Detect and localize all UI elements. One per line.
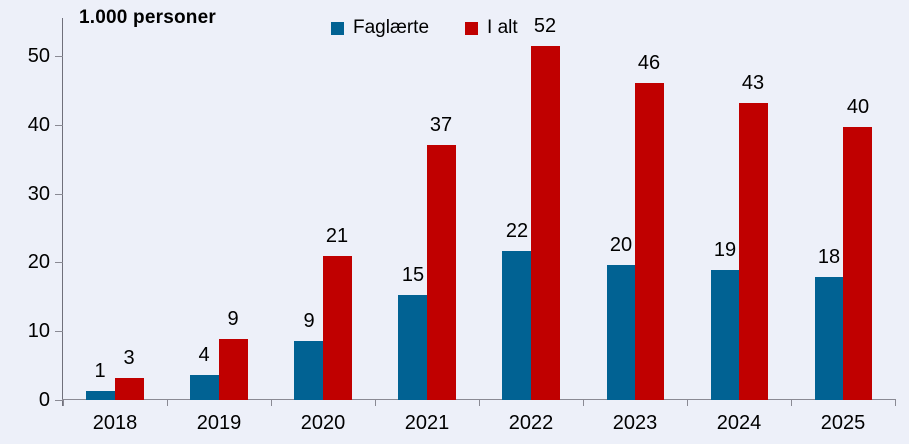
x-tick-0 xyxy=(63,400,64,406)
y-tick-20 xyxy=(55,262,63,263)
bar-label-ialt-2023: 46 xyxy=(637,52,661,74)
bar-faglaerte-2025 xyxy=(815,277,844,400)
x-tick-4 xyxy=(479,400,480,406)
x-tick-5 xyxy=(583,400,584,406)
x-label-2024: 2024 xyxy=(716,412,762,434)
legend-swatch-ialt-icon xyxy=(465,21,479,35)
x-tick-2 xyxy=(271,400,272,406)
x-label-2018: 2018 xyxy=(92,412,138,434)
chart-title: 1.000 personer xyxy=(79,7,216,28)
bar-label-faglaerte-2025: 18 xyxy=(817,246,841,268)
legend: Faglærte I alt xyxy=(331,17,518,39)
bar-faglaerte-2020 xyxy=(294,341,323,400)
bar-label-ialt-2025: 40 xyxy=(846,96,870,118)
legend-label-faglaerte: Faglærte xyxy=(353,17,430,38)
x-tick-8 xyxy=(895,400,896,406)
x-label-2022: 2022 xyxy=(508,412,554,434)
bar-label-ialt-2018: 3 xyxy=(123,347,135,369)
bar-label-faglaerte-2022: 22 xyxy=(505,220,529,242)
bar-label-faglaerte-2020: 9 xyxy=(303,310,315,332)
bar-label-faglaerte-2024: 19 xyxy=(713,239,737,261)
bar-label-faglaerte-2019: 4 xyxy=(198,344,210,366)
x-label-2020: 2020 xyxy=(300,412,346,434)
x-tick-3 xyxy=(375,400,376,406)
bar-faglaerte-2021 xyxy=(398,295,427,400)
y-tick-30 xyxy=(55,194,63,195)
bar-faglaerte-2022 xyxy=(502,251,531,400)
bar-ialt-2022 xyxy=(531,46,560,400)
bar-label-ialt-2019: 9 xyxy=(227,308,239,330)
y-axis xyxy=(62,18,63,406)
bar-label-ialt-2020: 21 xyxy=(325,225,349,247)
bar-ialt-2023 xyxy=(635,83,664,400)
x-label-2021: 2021 xyxy=(404,412,450,434)
legend-item-ialt: I alt xyxy=(465,17,518,39)
bar-faglaerte-2023 xyxy=(607,265,636,400)
bar-label-faglaerte-2018: 1 xyxy=(94,360,106,382)
bar-ialt-2020 xyxy=(323,256,352,400)
bar-ialt-2021 xyxy=(427,145,456,400)
y-tick-0 xyxy=(55,400,63,401)
bar-label-faglaerte-2021: 15 xyxy=(401,264,425,286)
x-tick-1 xyxy=(167,400,168,406)
y-tick-label-0: 0 xyxy=(38,389,50,411)
x-label-2019: 2019 xyxy=(196,412,242,434)
bar-ialt-2019 xyxy=(219,339,248,400)
legend-label-ialt: I alt xyxy=(487,17,518,38)
x-label-2023: 2023 xyxy=(612,412,658,434)
bar-label-ialt-2021: 37 xyxy=(429,114,453,136)
bar-ialt-2024 xyxy=(739,103,768,400)
y-tick-label-30: 30 xyxy=(27,183,50,205)
y-tick-label-20: 20 xyxy=(27,251,50,273)
y-tick-50 xyxy=(55,56,63,57)
x-label-2025: 2025 xyxy=(820,412,866,434)
y-tick-label-40: 40 xyxy=(27,114,50,136)
y-tick-10 xyxy=(55,331,63,332)
bar-label-faglaerte-2023: 20 xyxy=(609,234,633,256)
y-tick-label-50: 50 xyxy=(27,45,50,67)
x-axis xyxy=(62,399,896,400)
bar-ialt-2025 xyxy=(843,127,872,400)
y-tick-label-10: 10 xyxy=(27,320,50,342)
legend-swatch-faglaerte-icon xyxy=(331,21,344,35)
bar-label-ialt-2024: 43 xyxy=(741,72,765,94)
x-tick-6 xyxy=(687,400,688,406)
bar-faglaerte-2024 xyxy=(711,270,740,400)
bar-faglaerte-2019 xyxy=(190,375,219,400)
x-tick-7 xyxy=(791,400,792,406)
legend-item-faglaerte: Faglærte xyxy=(331,17,429,39)
bar-faglaerte-2018 xyxy=(86,391,115,400)
bar-ialt-2018 xyxy=(115,378,144,400)
y-tick-40 xyxy=(55,125,63,126)
bar-label-ialt-2022: 52 xyxy=(533,15,557,37)
